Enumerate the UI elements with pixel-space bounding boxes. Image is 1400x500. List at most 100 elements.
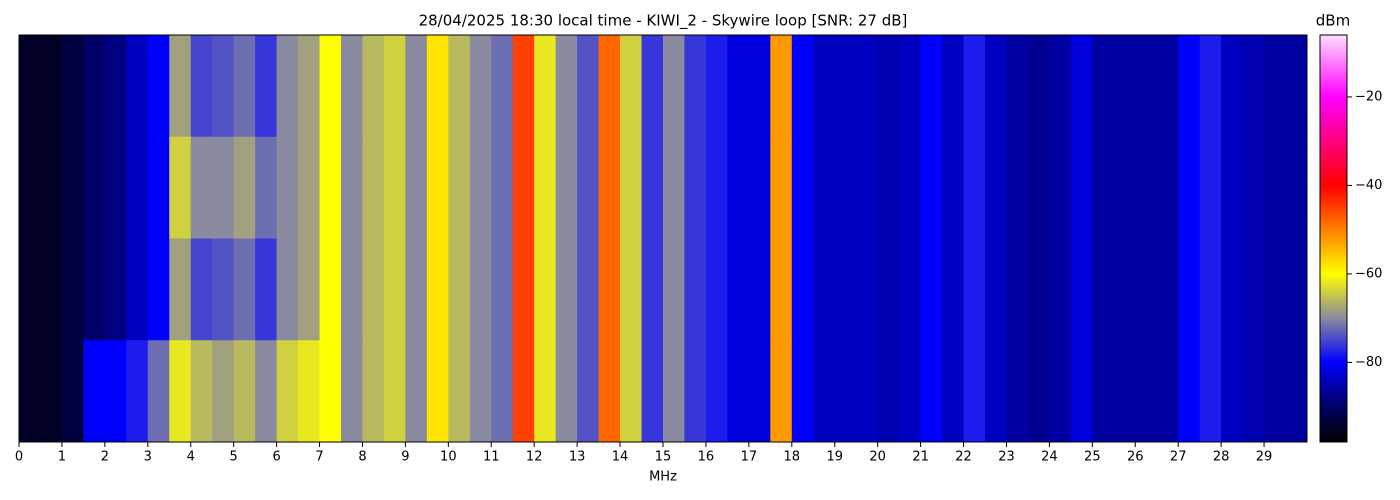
heatmap-cell (1242, 136, 1265, 239)
heatmap-cell (748, 340, 771, 443)
heatmap-cell (856, 35, 879, 138)
heatmap-cell (555, 136, 578, 239)
heatmap-cell (147, 340, 170, 443)
x-tick-label: 11 (483, 450, 500, 465)
heatmap-cell (920, 136, 943, 239)
heatmap-cell (920, 340, 943, 443)
x-tick-label: 29 (1256, 450, 1273, 465)
heatmap-cell (727, 238, 750, 341)
heatmap-cell (1027, 238, 1050, 341)
x-tick-label: 4 (187, 450, 195, 465)
heatmap-cell (1092, 35, 1115, 138)
heatmap-cell (341, 35, 363, 138)
x-tick-label: 6 (272, 450, 280, 465)
heatmap-cell (705, 238, 728, 341)
heatmap-cell (491, 136, 514, 239)
heatmap-cell (1092, 238, 1115, 341)
x-tick-label: 14 (612, 450, 629, 465)
heatmap-cell (147, 35, 170, 138)
heatmap-cell (1178, 35, 1201, 138)
heatmap-cell (856, 136, 879, 239)
x-tick-label: 2 (101, 450, 109, 465)
x-tick-label: 22 (955, 450, 972, 465)
heatmap-cell (620, 136, 643, 239)
heatmap-cell (190, 340, 213, 443)
heatmap-cell (212, 35, 235, 138)
x-tick-label: 21 (912, 450, 929, 465)
colorbar-tick-label: −40 (1355, 178, 1382, 193)
heatmap-cell (899, 136, 922, 239)
heatmap-cell (791, 340, 814, 443)
heatmap-cell (126, 340, 149, 443)
heatmap-cell (298, 35, 321, 138)
heatmap-cell (1092, 340, 1115, 443)
heatmap-cell (190, 35, 213, 138)
heatmap-cell (834, 238, 857, 341)
heatmap-cell (791, 35, 814, 138)
heatmap-cell (641, 35, 664, 138)
heatmap-cell (1092, 136, 1115, 239)
heatmap-cell (104, 238, 127, 341)
heatmap-cell (61, 35, 84, 138)
colorbar (1319, 34, 1348, 443)
heatmap-cell (791, 136, 814, 239)
heatmap-cell (169, 35, 192, 138)
heatmap-cell (405, 340, 428, 443)
heatmap-cell (1199, 35, 1222, 138)
heatmap-cell (426, 340, 449, 443)
heatmap-cell (104, 136, 127, 239)
heatmap-cell (1135, 35, 1158, 138)
heatmap-cell (1070, 136, 1093, 239)
heatmap-cell (1049, 340, 1072, 443)
heatmap-cell (834, 340, 857, 443)
heatmap-cell (1178, 238, 1201, 341)
heatmap-cell (856, 238, 879, 341)
heatmap-cell (1006, 136, 1029, 239)
heatmap (19, 35, 1308, 443)
x-tick-label: 17 (741, 450, 758, 465)
heatmap-cell (1135, 136, 1158, 239)
heatmap-cell (469, 238, 492, 341)
heatmap-cell (169, 238, 192, 341)
heatmap-cell (705, 35, 728, 138)
heatmap-cell (877, 136, 900, 239)
colorbar-tick-label: −80 (1355, 355, 1382, 370)
heatmap-cell (341, 340, 363, 443)
heatmap-cell (233, 238, 256, 341)
heatmap-cell (1049, 136, 1072, 239)
heatmap-cell (1264, 136, 1287, 239)
heatmap-cell (534, 35, 557, 138)
heatmap-cell (1285, 238, 1308, 341)
heatmap-cell (512, 238, 535, 341)
heatmap-cell (684, 238, 707, 341)
heatmap-cell (1264, 340, 1287, 443)
x-tick-label: 28 (1213, 450, 1230, 465)
heatmap-cell (920, 238, 943, 341)
heatmap-cell (362, 35, 385, 138)
heatmap-cell (1070, 238, 1093, 341)
heatmap-cell (83, 238, 106, 341)
heatmap-cell (1006, 340, 1029, 443)
x-tick-label: 1 (58, 450, 66, 465)
heatmap-cell (319, 238, 342, 341)
heatmap-cell (1113, 238, 1136, 341)
heatmap-cell (319, 136, 342, 239)
heatmap-cell (877, 35, 900, 138)
heatmap-cell (577, 35, 600, 138)
heatmap-cell (19, 340, 41, 443)
heatmap-cell (598, 340, 621, 443)
heatmap-cell (19, 136, 41, 239)
heatmap-cell (341, 136, 363, 239)
chart-title: 28/04/2025 18:30 local time - KIWI_2 - S… (419, 12, 908, 31)
heatmap-cell (899, 238, 922, 341)
heatmap-cell (383, 136, 406, 239)
heatmap-cell (577, 136, 600, 239)
heatmap-cell (1027, 340, 1050, 443)
x-tick-label: 19 (826, 450, 843, 465)
heatmap-cell (1049, 238, 1072, 341)
heatmap-cell (233, 35, 256, 138)
heatmap-cell (942, 340, 965, 443)
colorbar-tick-label: −20 (1355, 89, 1382, 104)
heatmap-cell (341, 238, 363, 341)
